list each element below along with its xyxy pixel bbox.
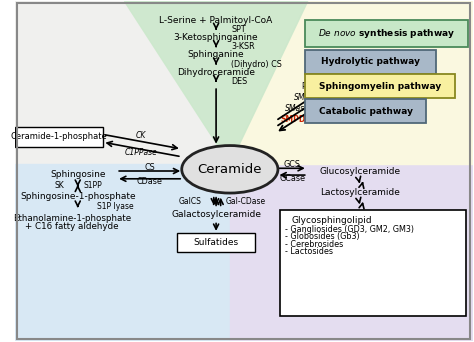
Text: GCS: GCS <box>283 160 301 169</box>
Polygon shape <box>15 164 230 341</box>
Polygon shape <box>230 164 473 341</box>
Text: - Globosides (Gb3): - Globosides (Gb3) <box>285 232 359 241</box>
Text: S1PP: S1PP <box>83 181 102 190</box>
Text: PC: PC <box>301 82 311 91</box>
Text: - Lactosides: - Lactosides <box>285 247 333 256</box>
Text: Glucosylceramide: Glucosylceramide <box>320 167 401 175</box>
Text: Galactosylceramide: Galactosylceramide <box>171 210 261 219</box>
Text: Lactosylceramide: Lactosylceramide <box>320 187 401 197</box>
FancyBboxPatch shape <box>305 20 467 47</box>
Text: DES: DES <box>231 77 247 86</box>
FancyBboxPatch shape <box>177 234 255 252</box>
Text: + C16 fatty aldehyde: + C16 fatty aldehyde <box>25 222 118 231</box>
FancyBboxPatch shape <box>305 99 426 123</box>
Text: GCase: GCase <box>279 174 305 183</box>
Text: (Dihydro) CS: (Dihydro) CS <box>231 60 282 69</box>
Text: Ceramide-1-phosphate: Ceramide-1-phosphate <box>10 132 107 141</box>
Text: S1P lyase: S1P lyase <box>97 202 134 211</box>
FancyBboxPatch shape <box>16 127 103 147</box>
Text: SMPDL3b?: SMPDL3b? <box>281 115 326 124</box>
Text: Sphinganine: Sphinganine <box>188 51 245 60</box>
Text: Sulfatides: Sulfatides <box>193 238 238 247</box>
Text: Ceramide: Ceramide <box>198 163 262 176</box>
Polygon shape <box>125 1 308 164</box>
Text: - Gangliosides (GD3, GM2, GM3): - Gangliosides (GD3, GM2, GM3) <box>285 225 414 234</box>
Text: Catabolic pathway: Catabolic pathway <box>319 107 413 116</box>
Text: C1PPase: C1PPase <box>125 148 157 157</box>
Polygon shape <box>15 1 473 164</box>
Text: SK: SK <box>54 181 64 190</box>
FancyBboxPatch shape <box>305 74 455 98</box>
Text: SPT: SPT <box>231 25 246 34</box>
Text: Sphingosine-1-phosphate: Sphingosine-1-phosphate <box>20 192 136 201</box>
Text: GalCS: GalCS <box>179 197 201 206</box>
Text: Dihydroceramide: Dihydroceramide <box>177 68 255 77</box>
Text: Ethanolamine-1-phosphate: Ethanolamine-1-phosphate <box>13 214 131 223</box>
Text: Glycosphingolipid: Glycosphingolipid <box>291 216 372 225</box>
Text: Sphingomyelin pathway: Sphingomyelin pathway <box>319 82 441 91</box>
Text: CK: CK <box>136 131 146 140</box>
Text: Hydrolytic pathway: Hydrolytic pathway <box>321 57 420 66</box>
Text: L-Serine + Palmitoyl-CoA: L-Serine + Palmitoyl-CoA <box>159 15 273 25</box>
Text: CS: CS <box>144 163 155 172</box>
Polygon shape <box>230 1 473 164</box>
FancyBboxPatch shape <box>305 50 437 74</box>
Text: SMS: SMS <box>294 93 310 102</box>
FancyBboxPatch shape <box>280 210 466 316</box>
Text: Sphingosine: Sphingosine <box>50 170 106 179</box>
Text: 3-Ketosphinganine: 3-Ketosphinganine <box>174 33 258 42</box>
Text: $\it{De\ novo}$ synthesis pathway: $\it{De\ novo}$ synthesis pathway <box>318 27 455 40</box>
Text: SMase: SMase <box>285 104 310 113</box>
Text: - Cerebrosides: - Cerebrosides <box>285 240 343 249</box>
Text: 3-KSR: 3-KSR <box>231 42 255 51</box>
Text: DAG: DAG <box>305 69 322 78</box>
Text: CDase: CDase <box>137 177 163 186</box>
Text: Sphingomyelin: Sphingomyelin <box>336 83 403 92</box>
Ellipse shape <box>182 146 278 193</box>
Text: Gal-CDase: Gal-CDase <box>225 197 265 206</box>
